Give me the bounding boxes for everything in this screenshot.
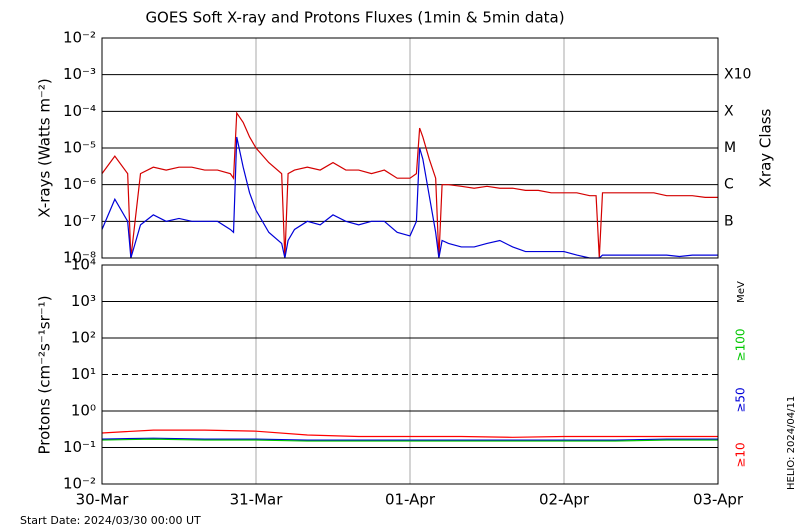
x-tick-label: 03-Apr <box>693 491 744 509</box>
series-line <box>101 429 718 438</box>
y-tick-label: 10⁰ <box>71 402 96 420</box>
series-line <box>101 111 718 259</box>
y-axis-label: X-rays (Watts m⁻²) <box>36 78 54 217</box>
y2-tick-label: B <box>724 213 734 229</box>
y-tick-label: 10⁻⁶ <box>63 175 96 193</box>
y2-tick-label: M <box>724 140 736 156</box>
y2-tick-label: X10 <box>724 67 751 83</box>
series-line <box>101 437 718 441</box>
y-tick-label: 10⁴ <box>71 256 96 274</box>
series-line <box>101 438 718 442</box>
y-tick-label: 10⁻² <box>63 29 96 47</box>
stamp: HELIO: 2024/04/11 <box>786 396 797 490</box>
y-tick-label: 10¹ <box>71 365 96 383</box>
x-tick-label: 02-Apr <box>539 491 590 509</box>
y2-tick-label: C <box>724 177 734 193</box>
legend-label: ≥10 <box>734 442 748 467</box>
legend-label: ≥50 <box>734 387 748 412</box>
y-tick-label: 10⁻³ <box>63 65 96 83</box>
x-tick-label: 31-Mar <box>230 491 284 509</box>
x-tick-label: 01-Apr <box>385 491 436 509</box>
y-tick-label: 10⁻⁵ <box>63 139 96 157</box>
legend-unit: MeV <box>736 281 747 303</box>
start-date: Start Date: 2024/03/30 00:00 UT <box>20 514 201 527</box>
y2-axis-label: Xray Class <box>757 108 775 187</box>
y-tick-label: 10⁻⁸ <box>63 249 96 267</box>
y-tick-label: 10³ <box>71 292 96 310</box>
y-tick-label: 10⁻⁴ <box>63 102 96 120</box>
y-tick-label: 10⁻² <box>63 475 96 493</box>
plot-frame <box>101 264 719 485</box>
y-tick-label: 10⁻¹ <box>63 438 96 456</box>
y-tick-label: 10⁻⁷ <box>63 212 96 230</box>
y-tick-label: 10² <box>71 329 96 347</box>
x-tick-label: 30-Mar <box>76 491 130 509</box>
plot-frame <box>101 37 719 259</box>
legend-label: ≥100 <box>734 329 748 362</box>
chart-title: GOES Soft X-ray and Protons Fluxes (1min… <box>145 9 564 27</box>
y-axis-label: Protons (cm⁻²s⁻¹sr⁻¹) <box>36 295 54 454</box>
y2-tick-label: X <box>724 103 734 119</box>
